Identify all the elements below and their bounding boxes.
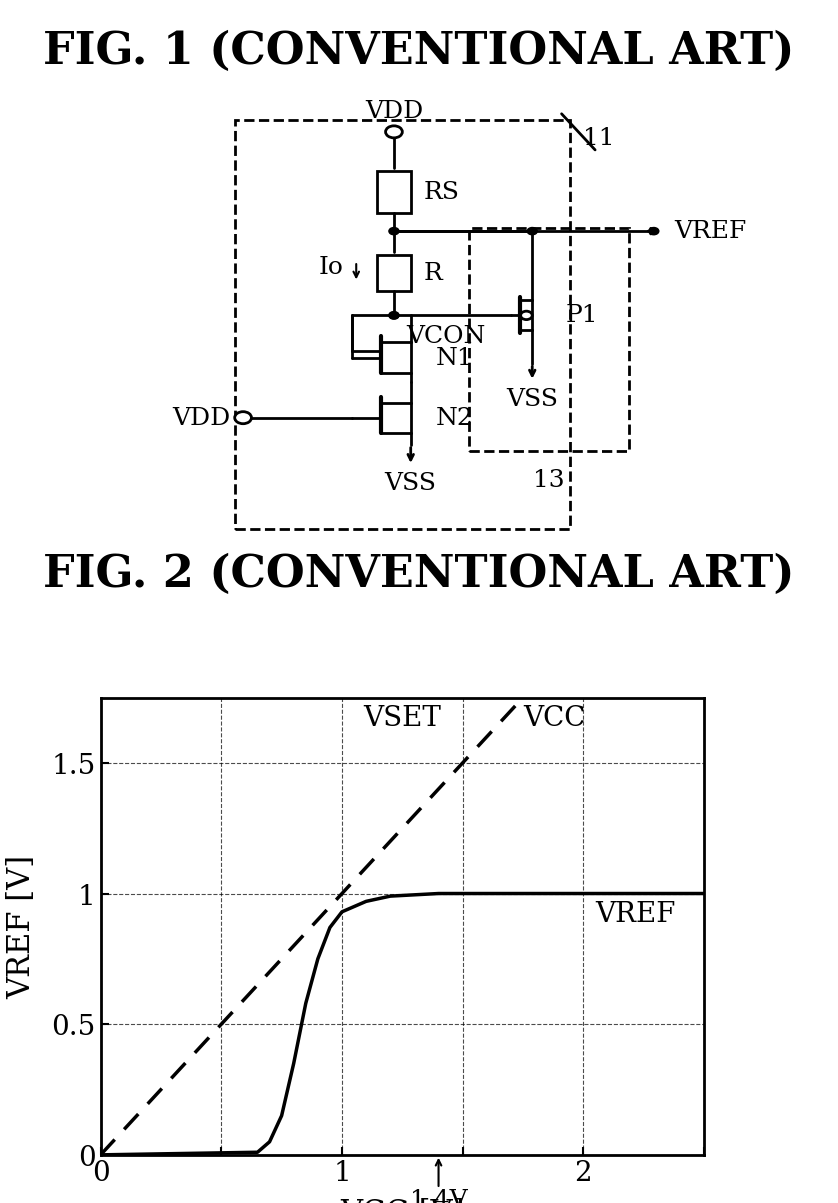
Circle shape — [235, 411, 251, 425]
Text: N2: N2 — [436, 407, 473, 429]
Text: RS: RS — [423, 180, 459, 205]
Circle shape — [389, 312, 399, 320]
Circle shape — [385, 126, 402, 138]
Text: VREF: VREF — [595, 901, 675, 928]
Text: 13: 13 — [533, 469, 565, 492]
Circle shape — [520, 312, 532, 320]
Circle shape — [389, 312, 399, 320]
Text: FIG. 2 (CONVENTIONAL ART): FIG. 2 (CONVENTIONAL ART) — [44, 552, 794, 595]
Text: 1.4V: 1.4V — [410, 1189, 468, 1203]
Text: VREF: VREF — [675, 220, 747, 243]
Bar — [377, 256, 411, 291]
Circle shape — [389, 227, 399, 236]
Text: VDD: VDD — [365, 100, 423, 123]
X-axis label: VCC [V]: VCC [V] — [340, 1198, 464, 1203]
Bar — [377, 172, 411, 214]
Circle shape — [649, 227, 659, 236]
Circle shape — [527, 227, 537, 236]
Text: P1: P1 — [566, 304, 598, 327]
Bar — [235, 120, 570, 529]
Text: VSS: VSS — [506, 387, 558, 411]
Text: R: R — [423, 262, 442, 285]
Text: N1: N1 — [436, 346, 473, 369]
Text: VSS: VSS — [385, 472, 437, 496]
Text: VCON: VCON — [406, 325, 486, 348]
Y-axis label: VREF [V]: VREF [V] — [7, 854, 38, 998]
Text: FIG. 1 (CONVENTIONAL ART): FIG. 1 (CONVENTIONAL ART) — [44, 30, 794, 73]
Text: VDD: VDD — [173, 407, 230, 429]
Bar — [469, 229, 628, 451]
Text: VCC: VCC — [523, 705, 585, 731]
Text: 11: 11 — [582, 126, 614, 150]
Text: VSET: VSET — [364, 705, 441, 731]
Text: Io: Io — [318, 256, 344, 279]
